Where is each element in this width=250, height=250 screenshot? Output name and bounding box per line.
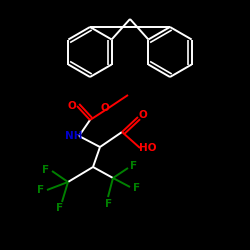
Text: F: F <box>42 165 50 175</box>
Text: O: O <box>138 110 147 120</box>
Text: F: F <box>106 199 112 209</box>
Text: O: O <box>68 101 76 111</box>
Text: O: O <box>100 103 110 113</box>
Text: F: F <box>134 183 140 193</box>
Text: NH: NH <box>65 131 83 141</box>
Text: HO: HO <box>139 143 157 153</box>
Text: F: F <box>38 185 44 195</box>
Text: F: F <box>130 161 138 171</box>
Text: F: F <box>56 203 64 213</box>
